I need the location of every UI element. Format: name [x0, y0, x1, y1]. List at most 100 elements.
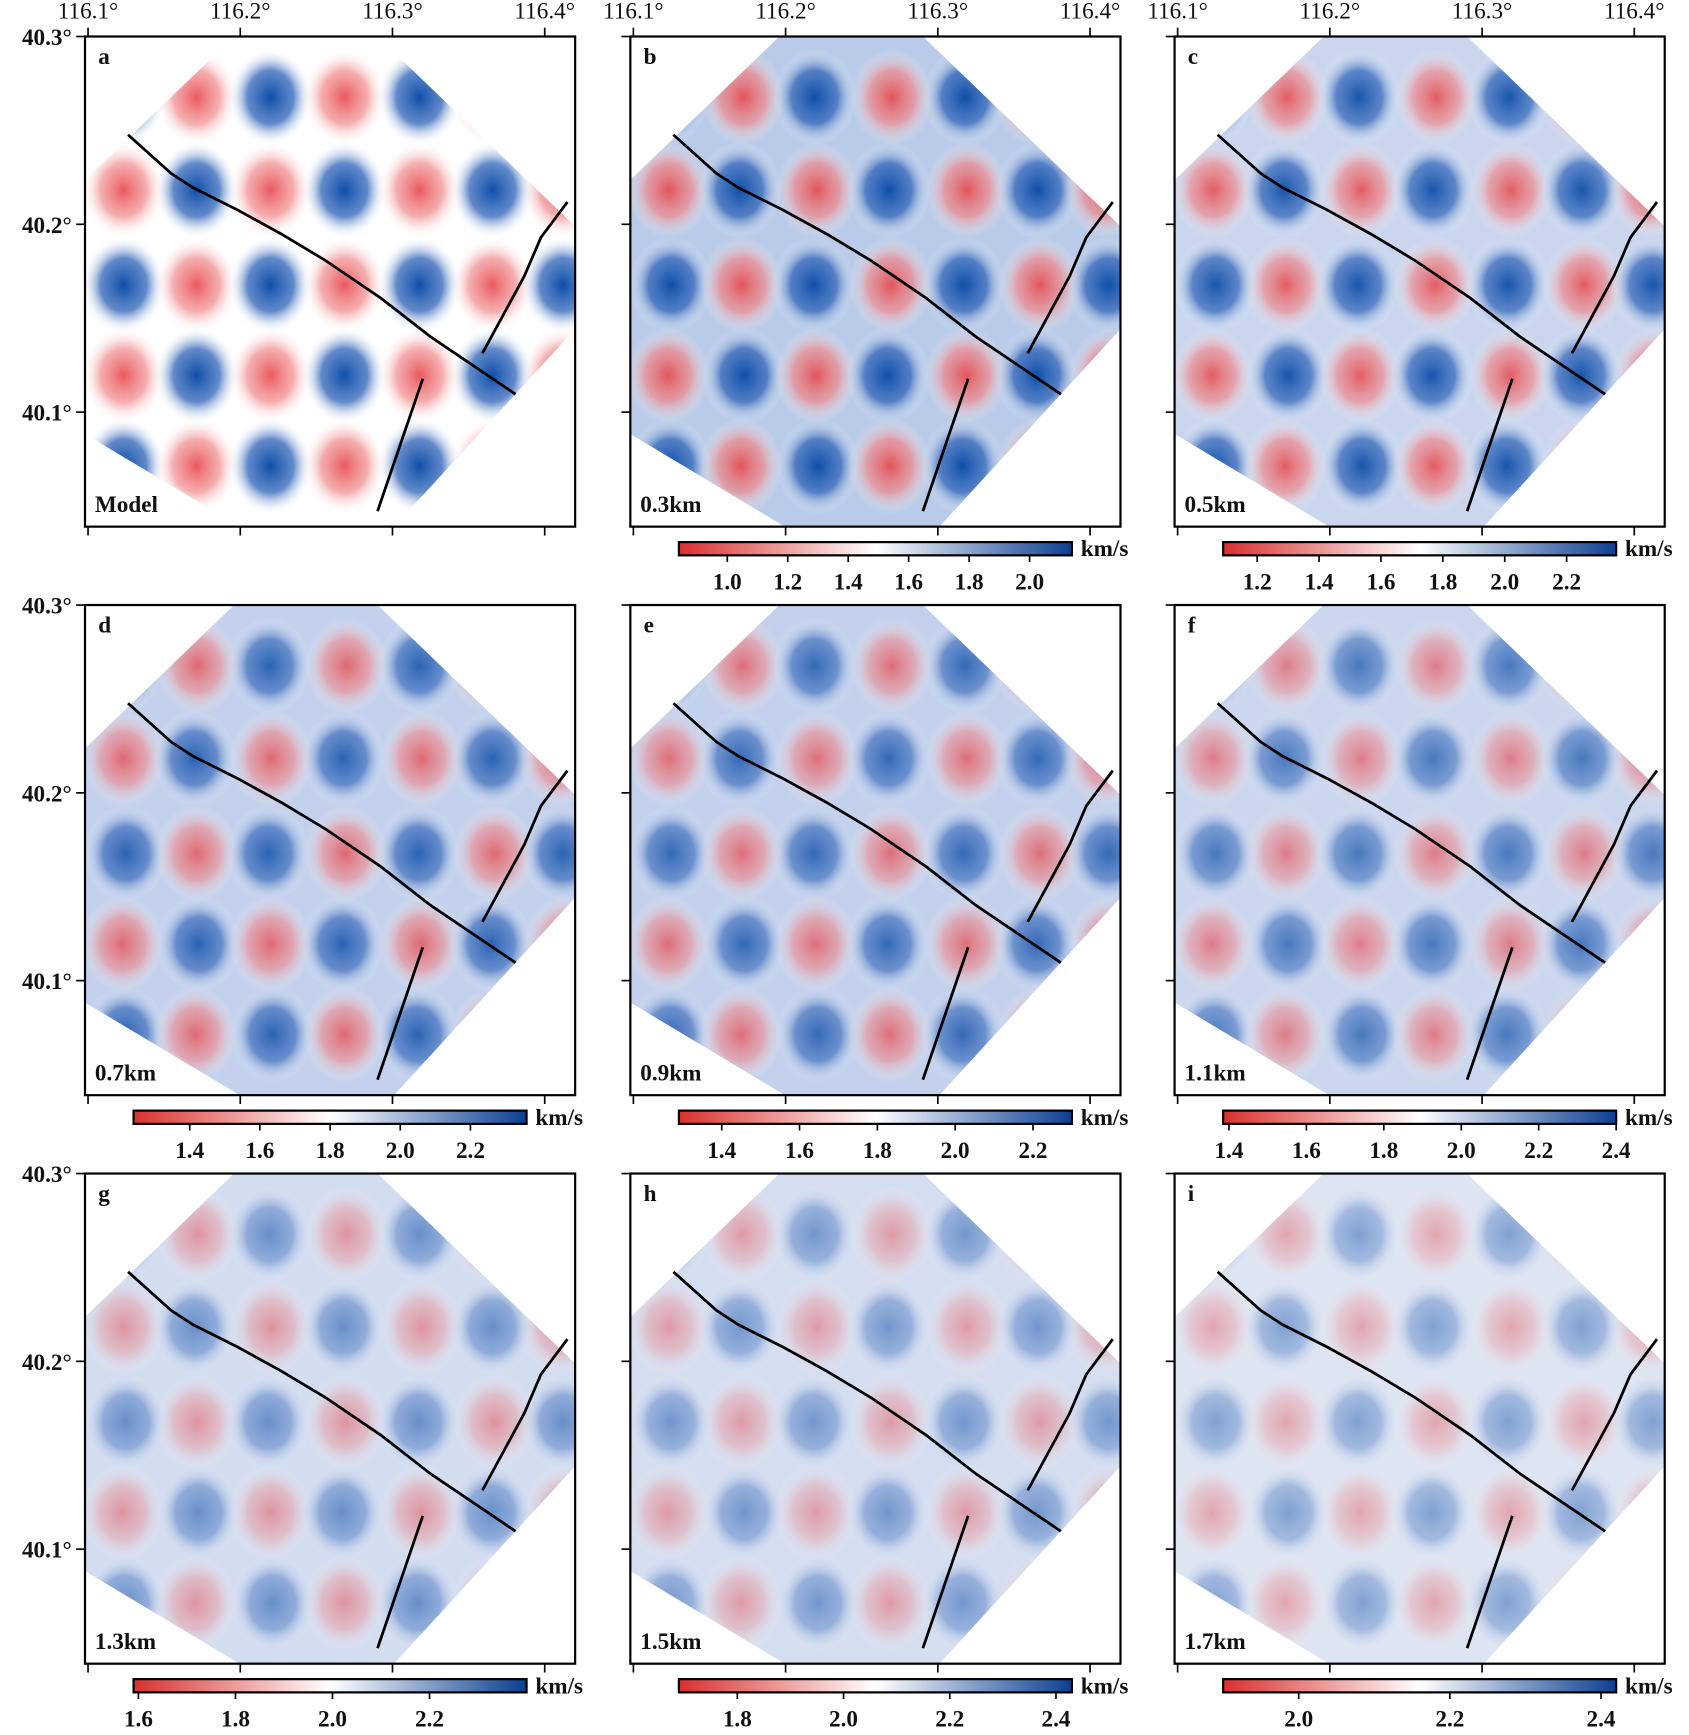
low-velocity-anomaly	[228, 895, 313, 993]
low-velocity-anomaly	[1318, 895, 1402, 993]
low-velocity-anomaly	[1393, 804, 1478, 902]
colorbar-tick-label: 1.4	[1305, 569, 1334, 595]
low-velocity-anomaly	[698, 985, 783, 1084]
low-velocity-anomaly	[518, 1278, 576, 1376]
low-velocity-anomaly	[377, 326, 462, 424]
low-velocity-anomaly	[1468, 1463, 1553, 1562]
high-velocity-anomaly	[1390, 1278, 1475, 1376]
low-velocity-anomaly	[774, 141, 859, 239]
high-velocity-anomaly	[522, 617, 576, 715]
colorbar-tick-label: 2.4	[1041, 1706, 1070, 1730]
colorbar-tick-label: 1.4	[175, 1138, 204, 1164]
low-velocity-anomaly	[155, 1185, 240, 1283]
x-tick-label: 116.1°	[1147, 0, 1208, 25]
low-velocity-anomaly	[378, 1463, 463, 1562]
low-velocity-anomaly	[1469, 1278, 1554, 1376]
map-panel: f 1.1km km/s 1.4 1.6 1.8 2.0 2.2 2.4	[1165, 603, 1673, 1164]
low-velocity-anomaly	[1392, 985, 1476, 1084]
panel-letter: h	[644, 1181, 657, 1207]
high-velocity-anomaly	[702, 895, 786, 993]
colorbar-tick-label: 1.2	[1243, 569, 1272, 595]
low-velocity-anomaly	[518, 709, 576, 808]
velocity-field	[630, 1173, 1121, 1664]
low-velocity-anomaly	[1469, 709, 1554, 808]
low-velocity-anomaly	[993, 617, 1078, 715]
low-velocity-anomaly	[1068, 895, 1121, 993]
colorbar-tick-label: 1.0	[713, 569, 742, 595]
high-velocity-anomaly	[630, 617, 709, 715]
high-velocity-anomaly	[1065, 985, 1121, 1084]
high-velocity-anomaly	[994, 1463, 1079, 1562]
high-velocity-anomaly	[1610, 236, 1665, 334]
colorbar-tick-label: 2.2	[935, 1706, 964, 1730]
high-velocity-anomaly	[1466, 1373, 1550, 1471]
low-velocity-anomaly	[923, 1463, 1008, 1562]
low-velocity-anomaly	[848, 1373, 933, 1471]
fault-line	[1216, 1270, 1606, 1533]
high-velocity-anomaly	[227, 1185, 312, 1283]
colorbar-tick-label: 2.0	[318, 1706, 347, 1730]
colorbar	[1222, 540, 1618, 557]
low-velocity-anomaly	[154, 48, 239, 146]
low-velocity-anomaly	[774, 709, 859, 808]
high-velocity-anomaly	[1174, 236, 1258, 334]
low-velocity-anomaly	[1174, 1463, 1255, 1562]
colorbar-tick-label: 1.4	[834, 569, 863, 595]
low-velocity-anomaly	[523, 895, 576, 993]
panel-letter: d	[98, 612, 111, 638]
low-velocity-anomaly	[85, 326, 166, 424]
y-tick-label: 40.1°	[22, 1538, 72, 1564]
high-velocity-anomaly	[377, 617, 462, 715]
x-tick-label: 116.3°	[1452, 0, 1513, 25]
fault-line	[481, 201, 569, 354]
fault-line	[1570, 769, 1659, 923]
panel-frame	[629, 603, 1122, 1097]
panel-letter: f	[1188, 612, 1196, 638]
high-velocity-anomaly	[1241, 709, 1326, 808]
low-velocity-anomaly	[925, 709, 1009, 808]
low-velocity-anomaly	[451, 985, 536, 1084]
high-velocity-anomaly	[1390, 709, 1475, 808]
fault-line	[481, 1338, 569, 1492]
depth-label: 1.5km	[640, 1629, 701, 1655]
high-velocity-anomaly	[1464, 985, 1549, 1084]
low-velocity-anomaly	[448, 1185, 533, 1283]
high-velocity-anomaly	[1611, 617, 1665, 715]
high-velocity-anomaly	[702, 1463, 786, 1562]
high-velocity-anomaly	[521, 804, 576, 902]
y-tick-label: 40.2°	[22, 1350, 72, 1376]
low-velocity-anomaly	[1243, 985, 1327, 1084]
high-velocity-anomaly	[697, 1278, 782, 1376]
colorbar	[677, 1678, 1074, 1694]
low-velocity-anomaly	[450, 236, 535, 334]
high-velocity-anomaly	[1065, 417, 1121, 515]
high-velocity-anomaly	[1067, 1185, 1121, 1283]
high-velocity-anomaly	[375, 1554, 460, 1652]
high-velocity-anomaly	[921, 804, 1006, 902]
low-velocity-anomaly	[1174, 895, 1255, 993]
low-velocity-anomaly	[1542, 236, 1627, 334]
low-velocity-anomaly	[848, 236, 933, 334]
low-velocity-anomaly	[1608, 1278, 1665, 1376]
depth-label: 0.9km	[640, 1061, 701, 1087]
low-velocity-anomaly	[1537, 617, 1622, 715]
high-velocity-anomaly	[697, 709, 782, 808]
high-velocity-anomaly	[154, 326, 239, 424]
low-velocity-anomaly	[155, 617, 240, 715]
low-velocity-anomaly	[379, 709, 464, 808]
map-panel: e 0.9km km/s 1.4 1.6 1.8 2.0 2.2	[621, 603, 1128, 1164]
fault-line	[1026, 769, 1114, 923]
colorbar-tick-label: 2.0	[1447, 1138, 1476, 1164]
map-panel: g 1.3km 40.3° 40.2° 40.1° km/s 1.6 1.8 2.0 2.2	[22, 1162, 583, 1732]
low-velocity-anomaly	[1541, 417, 1625, 515]
panel-frame	[1173, 35, 1666, 528]
high-velocity-anomaly	[776, 417, 860, 515]
colorbar-tick-label: 2.2	[1019, 1138, 1048, 1164]
high-velocity-anomaly	[521, 417, 576, 515]
high-velocity-anomaly	[1467, 617, 1552, 715]
low-velocity-anomaly	[303, 804, 388, 902]
fault-line	[127, 133, 517, 396]
high-velocity-anomaly	[85, 804, 168, 902]
high-velocity-anomaly	[994, 326, 1079, 424]
high-velocity-anomaly	[152, 709, 237, 808]
